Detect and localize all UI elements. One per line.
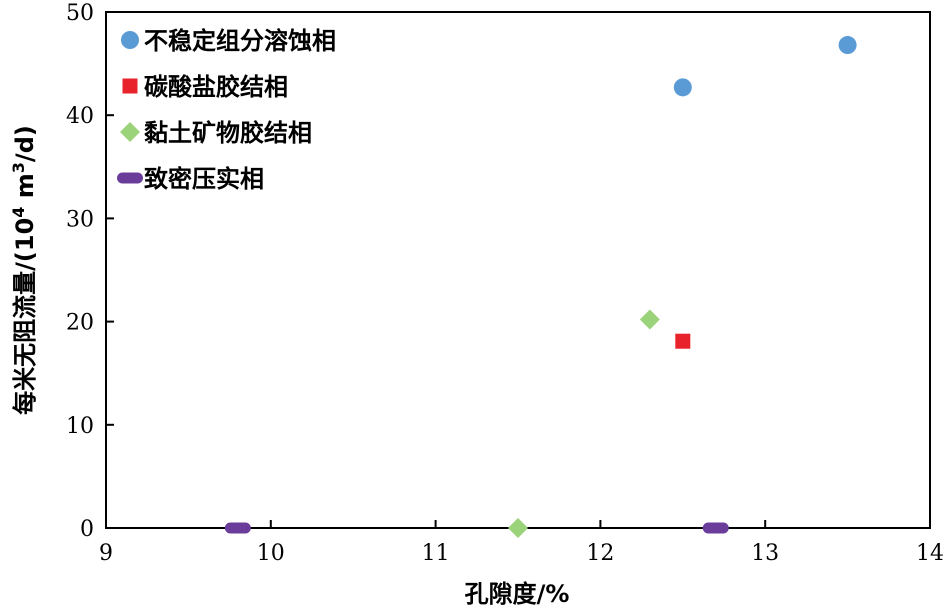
- y-axis-title-sup: 4: [9, 207, 28, 218]
- x-tick-label: 12: [586, 541, 614, 566]
- y-axis-title-end: /d): [11, 125, 39, 162]
- legend-marker: [117, 172, 143, 184]
- data-point: [838, 36, 857, 55]
- legend-label: 黏土矿物胶结相: [144, 119, 312, 147]
- data-point: [224, 522, 251, 534]
- data-marks: [224, 36, 857, 538]
- y-tick-label: 20: [66, 311, 94, 336]
- y-axis-title-sup2: 3: [9, 162, 28, 173]
- legend-label: 碳酸盐胶结相: [144, 73, 288, 101]
- data-point: [508, 518, 528, 538]
- x-tick-label: 9: [99, 541, 113, 566]
- x-tick-label: 13: [751, 541, 779, 566]
- legend-marker: [121, 31, 139, 49]
- x-tick-label: 14: [916, 541, 944, 566]
- y-axis-title: 每米无阻流量/(104 m3/d): [9, 125, 39, 415]
- data-point: [639, 309, 660, 330]
- y-axis-title-main: 每米无阻流量/(10: [11, 218, 39, 415]
- x-tick-label: 11: [422, 541, 450, 566]
- legend-label: 不稳定组分溶蚀相: [144, 27, 336, 55]
- data-point: [673, 78, 692, 97]
- y-tick-label: 0: [80, 517, 94, 542]
- data-point: [702, 522, 729, 534]
- legend-marker: [120, 122, 140, 142]
- y-tick-label: 10: [66, 414, 94, 439]
- legend-marker: [122, 78, 138, 94]
- legend-label: 致密压实相: [144, 165, 264, 193]
- y-tick-label: 30: [66, 207, 94, 232]
- data-point: [675, 333, 691, 349]
- x-tick-label: 10: [257, 541, 285, 566]
- y-tick-label: 40: [66, 104, 94, 129]
- y-axis-title-mid: m: [11, 173, 39, 206]
- y-tick-label: 50: [66, 1, 94, 26]
- x-axis-title: 孔隙度/%: [465, 580, 570, 608]
